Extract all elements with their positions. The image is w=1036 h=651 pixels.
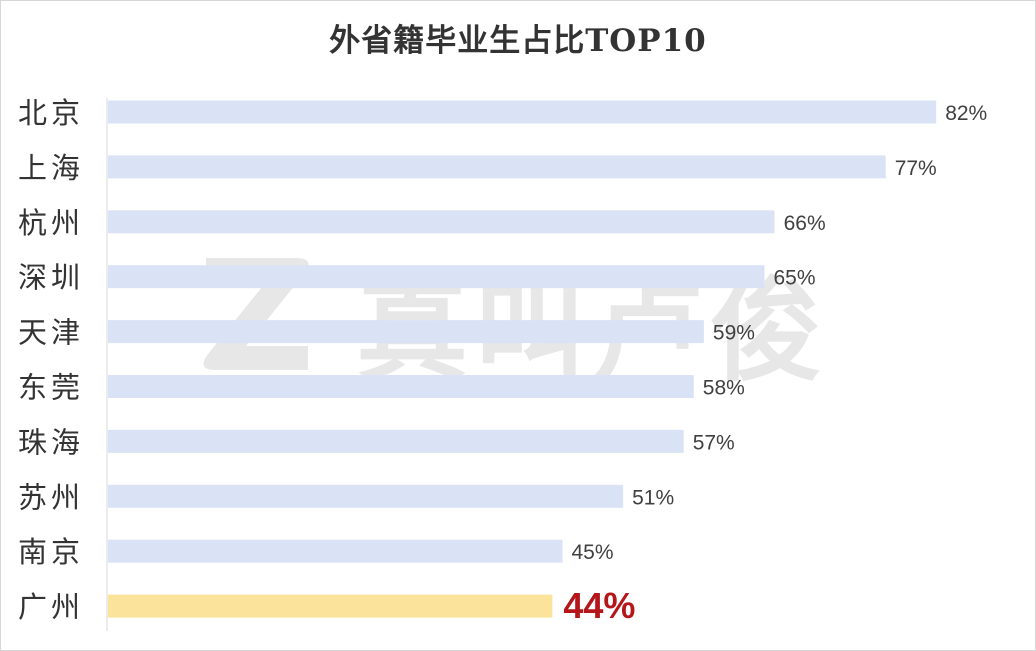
category-label-2: 杭州 (18, 206, 84, 240)
data-label-0: 82% (945, 102, 987, 125)
category-label-4: 天津 (18, 316, 84, 350)
category-label-0: 北京 (18, 96, 84, 130)
bar-2 (108, 210, 775, 234)
data-label-7: 51% (632, 486, 674, 509)
bar-3 (108, 265, 765, 289)
category-label-1: 上海 (18, 151, 84, 185)
data-label-8: 45% (572, 541, 614, 564)
data-label-1: 77% (895, 157, 937, 180)
bar-8 (108, 539, 563, 563)
category-label-8: 南京 (18, 535, 84, 569)
data-label-5: 58% (703, 377, 745, 400)
data-label-2: 66% (784, 212, 826, 235)
bar-1 (108, 155, 886, 179)
bar-9 (108, 594, 553, 618)
data-label-4: 59% (713, 322, 755, 345)
bar-5 (108, 375, 694, 398)
category-label-3: 深圳 (18, 261, 84, 295)
data-label-9: 44% (563, 585, 635, 626)
data-label-3: 65% (774, 267, 816, 290)
bar-4 (108, 320, 704, 344)
bar-0 (108, 100, 937, 124)
category-label-6: 珠海 (18, 425, 84, 459)
category-label-7: 苏州 (18, 480, 84, 514)
data-label-6: 57% (693, 431, 735, 454)
bar-7 (108, 484, 624, 508)
chart-title: 外省籍毕业生占比TOP10 (329, 23, 707, 59)
category-label-9: 广州 (18, 590, 84, 624)
bar-6 (108, 429, 684, 453)
category-label-5: 东莞 (18, 371, 84, 405)
